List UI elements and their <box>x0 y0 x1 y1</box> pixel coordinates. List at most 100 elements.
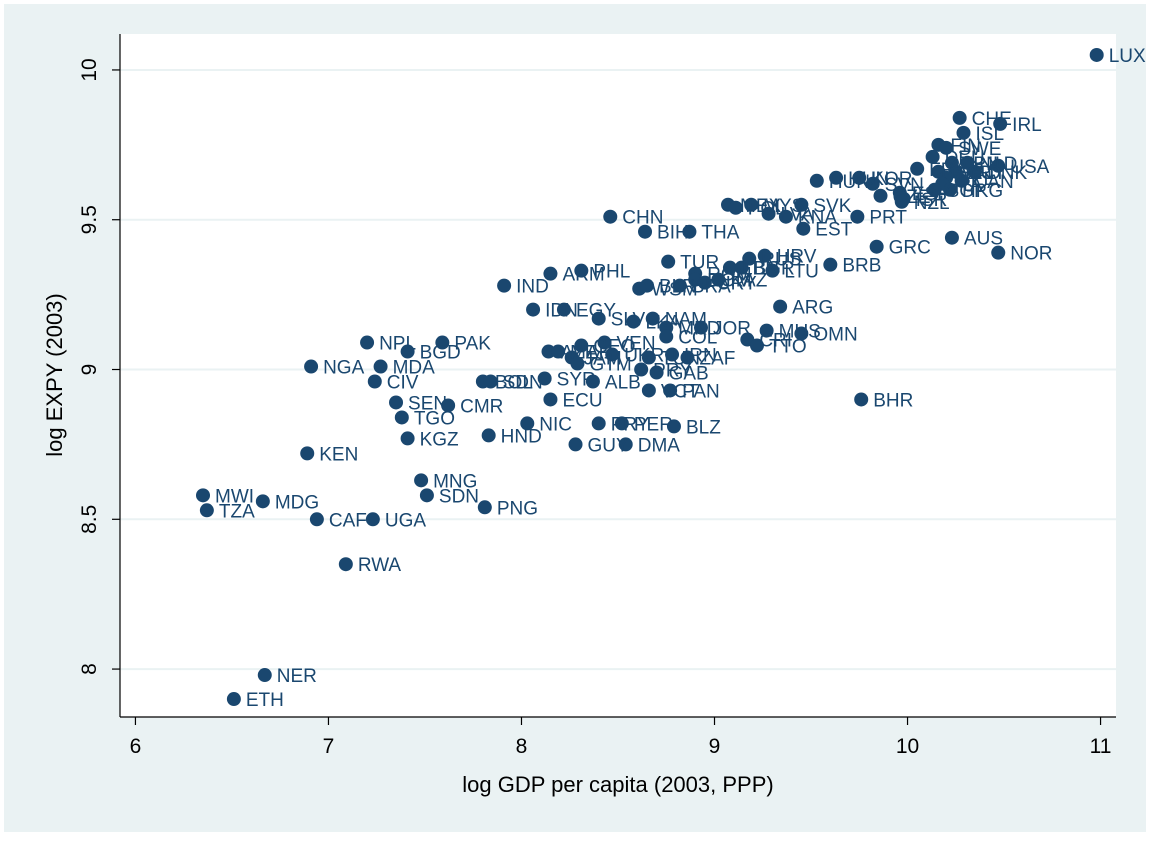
point-label-tur: TUR <box>680 253 719 274</box>
point-label-hun: HUN <box>848 169 889 190</box>
point-label-sgp: SGP <box>947 181 987 202</box>
point-nam <box>645 311 660 326</box>
point-label-hrv: HRV <box>777 247 817 268</box>
point-hun <box>809 173 824 188</box>
point-label-lux: LUX <box>1109 46 1146 67</box>
point-ind <box>497 278 512 293</box>
point-label-can: CAN <box>974 172 1014 193</box>
point-label-lva: LVA <box>781 205 814 226</box>
point-label-nzl: NZL <box>914 193 950 214</box>
point-label-bol: BOL <box>495 372 533 393</box>
point-isl <box>956 125 971 140</box>
point-mys <box>744 197 759 212</box>
x-tick-label: 6 <box>130 735 142 758</box>
point-dma <box>618 437 633 452</box>
point-svn <box>865 176 880 191</box>
x-axis-ticks: 6 7 8 9 10 11 <box>130 717 1112 758</box>
x-tick-label: 7 <box>323 735 335 758</box>
point-label-grc: GRC <box>889 238 931 259</box>
point-egy <box>556 302 571 317</box>
point-label-sen: SEN <box>408 393 447 414</box>
point-sgp <box>927 182 942 197</box>
point-lka <box>626 314 641 329</box>
point-label-mus: MUS <box>779 322 821 343</box>
point-ven <box>597 335 612 350</box>
point-irn <box>665 347 680 362</box>
point-civ <box>367 374 382 389</box>
point-label-civ: CIV <box>387 372 419 393</box>
point-mng <box>414 473 429 488</box>
point-npl <box>360 335 375 350</box>
point-label-arg: ARG <box>792 298 833 319</box>
point-label-ita: ITA <box>954 175 982 196</box>
point-lux <box>1089 47 1104 62</box>
point-label-hnd: HND <box>501 426 542 447</box>
point-pry <box>591 416 606 431</box>
point-label-hkg: HKG <box>962 181 1003 202</box>
point-est <box>796 221 811 236</box>
point-zaf <box>680 350 695 365</box>
point-label-pak: PAK <box>454 334 491 355</box>
gridlines <box>120 68 1116 671</box>
point-label-hun: HUN <box>829 172 870 193</box>
point-kaz <box>711 272 726 287</box>
point-label-cri: CRI <box>759 331 792 352</box>
point-label-est: EST <box>815 220 852 241</box>
point-label-ind: IND <box>516 277 549 298</box>
point-label-jor: JOR <box>713 319 751 340</box>
point-hnd <box>481 428 496 443</box>
point-rwa <box>338 557 353 572</box>
point-dnk <box>968 164 983 179</box>
point-tur <box>661 254 676 269</box>
x-tick-label: 11 <box>1090 735 1112 758</box>
point-nic <box>520 416 535 431</box>
point-label-gbr: GBR <box>950 163 991 184</box>
point-label-svn: SVN <box>885 175 924 196</box>
point-sdn <box>419 488 434 503</box>
point-label-ecu: ECU <box>562 390 602 411</box>
point-label-vct: VCT <box>661 381 699 402</box>
point-wsm <box>632 281 647 296</box>
point-label-che: CHE <box>972 109 1012 130</box>
point-label-tgo: TGO <box>414 408 455 429</box>
point-label-gtm: GTM <box>589 355 631 376</box>
point-label-blz: BLZ <box>686 417 721 438</box>
point-label-pol: POL <box>748 199 786 220</box>
point-irl <box>993 116 1008 131</box>
point-label-wsm: WSM <box>651 280 697 301</box>
point-label-jpn: JPN <box>964 154 1000 175</box>
point-alb <box>585 374 600 389</box>
point-lva <box>761 206 776 221</box>
point-label-sdn: SDN <box>439 486 479 507</box>
point-ner <box>257 668 272 683</box>
point-label-nam: NAM <box>665 310 707 331</box>
point-label-svk: SVK <box>813 196 851 217</box>
point-label-fra: FRA <box>929 160 967 181</box>
point-label-bra: BRA <box>692 277 731 298</box>
point-pol <box>728 200 743 215</box>
point-label-caf: CAF <box>329 510 367 531</box>
point-label-ury: URY <box>717 274 757 295</box>
point-kor <box>852 170 867 185</box>
point-label-bel: BEL <box>958 169 994 190</box>
point-mdg <box>255 494 270 509</box>
point-guy <box>568 437 583 452</box>
point-label-col: COL <box>678 328 717 349</box>
point-label-usa: USA <box>1010 157 1049 178</box>
point-label-aus: AUS <box>964 229 1003 250</box>
point-cze <box>873 188 888 203</box>
point-label-geo: GEO <box>593 337 635 358</box>
y-tick-label: 8.5 <box>78 505 101 534</box>
point-syr <box>537 371 552 386</box>
point-label-bih: BIH <box>657 223 689 244</box>
point-caf <box>309 512 324 527</box>
point-label-aze: AZE <box>561 343 598 364</box>
point-che <box>952 110 967 125</box>
point-tgo <box>394 410 409 425</box>
point-mar <box>551 344 566 359</box>
point-label-irl: IRL <box>1012 115 1042 136</box>
point-label-pan: PAN <box>682 381 720 402</box>
point-label-phl: PHL <box>593 262 630 283</box>
point-label-mys: MYS <box>763 196 804 217</box>
